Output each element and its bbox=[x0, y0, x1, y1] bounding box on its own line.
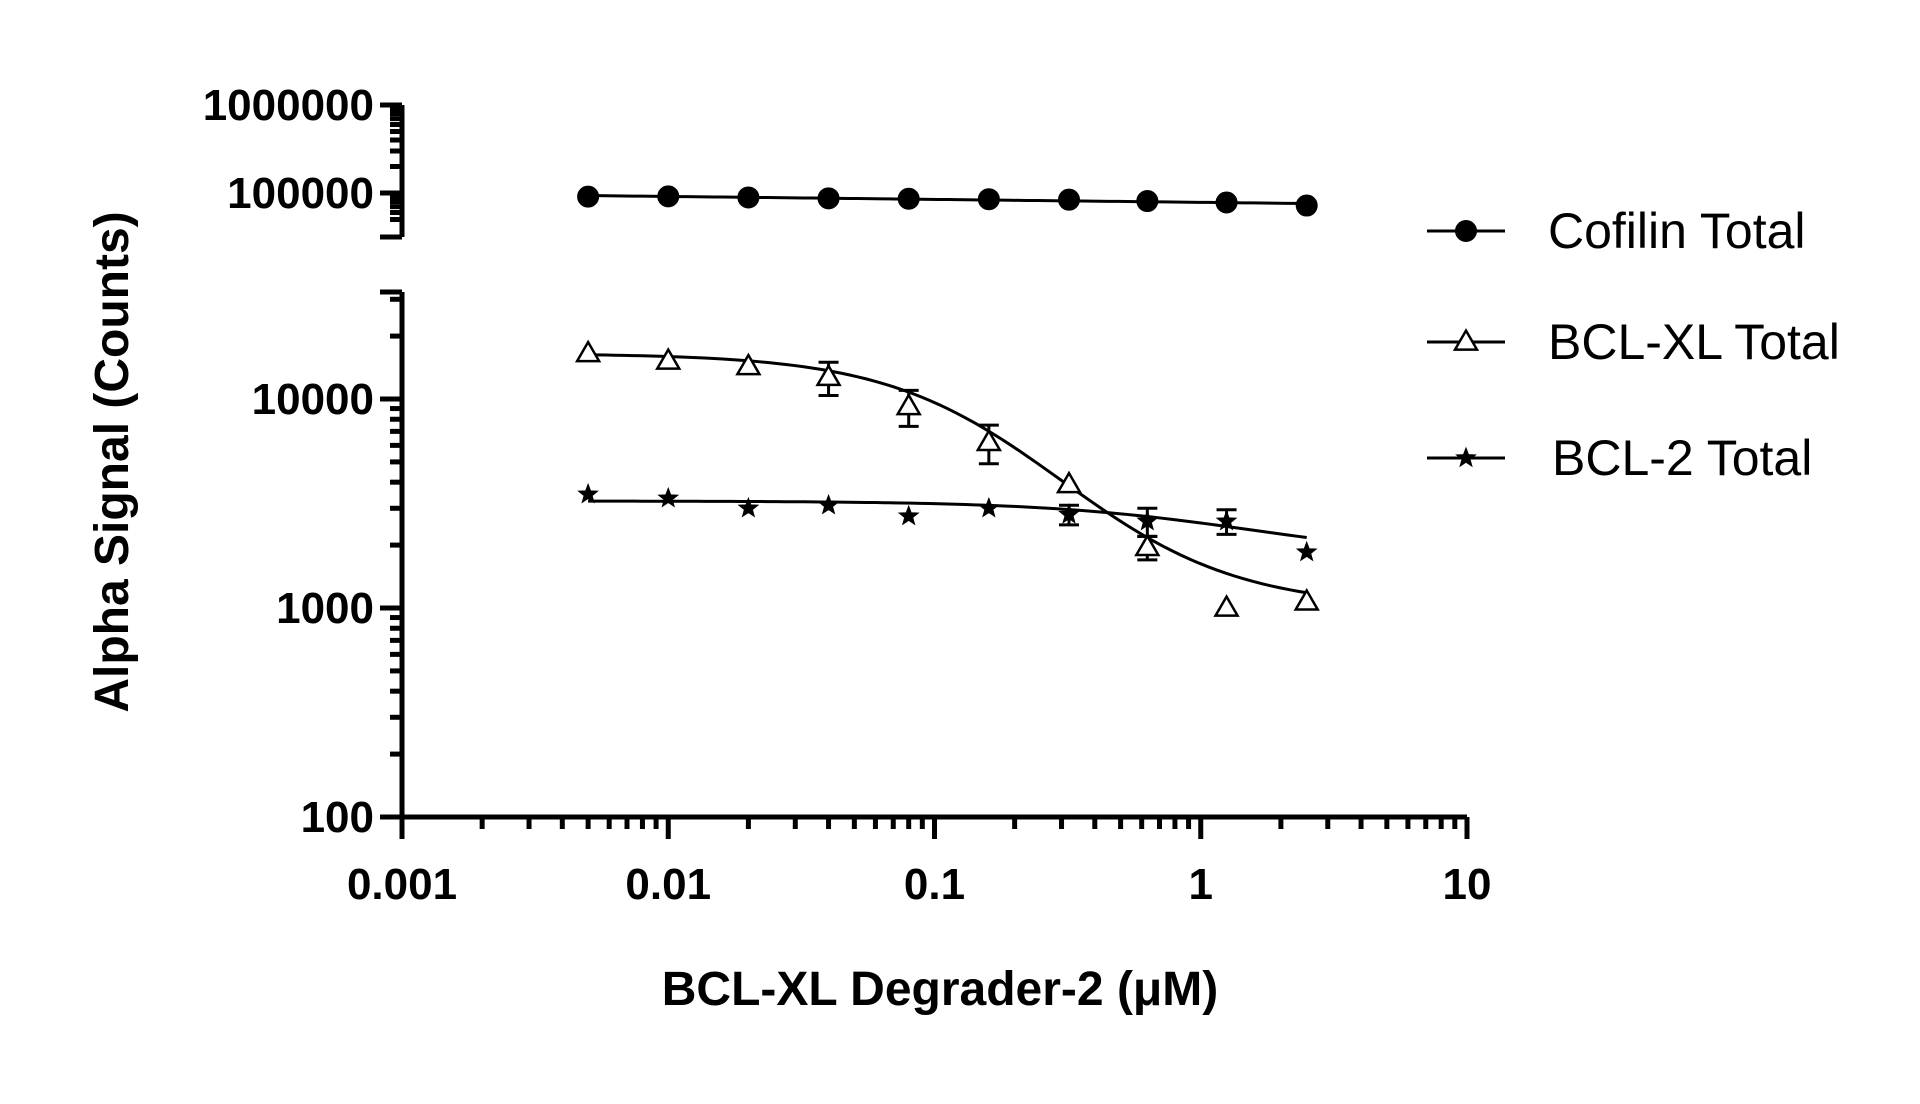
data-point bbox=[735, 352, 762, 376]
fit-curve-2 bbox=[588, 353, 1307, 595]
data-point bbox=[977, 496, 1000, 518]
fit-curve-1 bbox=[588, 194, 1307, 206]
data-point bbox=[1136, 509, 1159, 531]
data-point bbox=[1136, 190, 1159, 213]
data-point bbox=[577, 185, 600, 208]
data-point bbox=[895, 392, 922, 416]
data-point bbox=[1215, 509, 1238, 531]
data-point bbox=[817, 187, 840, 210]
data-point bbox=[574, 339, 602, 363]
data-point bbox=[1293, 587, 1320, 611]
legend-label: Cofilin Total bbox=[1548, 203, 1806, 259]
data-point bbox=[1295, 194, 1318, 217]
y-tick-label: 10000 bbox=[252, 375, 374, 424]
data-point bbox=[657, 486, 680, 508]
data-point bbox=[897, 187, 920, 210]
data-point bbox=[657, 185, 680, 208]
data-point bbox=[1213, 594, 1240, 617]
legend-label: BCL-2 Total bbox=[1552, 430, 1812, 486]
data-points bbox=[574, 185, 1320, 617]
legend-marker bbox=[1452, 328, 1480, 351]
data-point bbox=[577, 482, 599, 504]
x-tick-label: 0.1 bbox=[904, 860, 965, 909]
data-point bbox=[897, 504, 920, 526]
y-axis-title: Alpha Signal (Counts) bbox=[86, 211, 139, 712]
data-point bbox=[1215, 191, 1238, 214]
y-tick-label: 1000 bbox=[276, 584, 374, 633]
error-bars bbox=[818, 360, 1237, 562]
data-point bbox=[655, 347, 682, 370]
x-tick-label: 0.001 bbox=[347, 860, 457, 909]
legend: Cofilin Total BCL-XL Total BCL-2 Total bbox=[1427, 203, 1840, 486]
fit-curves bbox=[588, 194, 1307, 595]
axes: 100 1000 10000 100000 1000000 0.001 0.01 0.1 1 10 bbox=[203, 81, 1492, 909]
legend-marker bbox=[1455, 220, 1477, 242]
data-point bbox=[815, 363, 842, 387]
y-tick-label: 1000000 bbox=[203, 81, 374, 130]
data-point bbox=[1055, 470, 1083, 494]
data-point bbox=[977, 188, 1000, 211]
data-point bbox=[1295, 540, 1318, 562]
x-tick-label: 10 bbox=[1443, 860, 1492, 909]
data-point bbox=[817, 493, 840, 515]
x-tick-label: 0.01 bbox=[625, 860, 711, 909]
y-tick-label: 100 bbox=[301, 793, 374, 842]
data-point bbox=[737, 496, 760, 518]
data-point bbox=[1057, 188, 1080, 211]
x-axis-title: BCL-XL Degrader-2 (μM) bbox=[662, 963, 1219, 1016]
data-point bbox=[1058, 503, 1080, 524]
data-point bbox=[1134, 533, 1161, 557]
fit-curve-3 bbox=[588, 499, 1307, 539]
legend-marker bbox=[1455, 446, 1477, 468]
data-point bbox=[975, 428, 1003, 452]
x-tick-label: 1 bbox=[1189, 860, 1213, 909]
y-tick-label: 100000 bbox=[227, 169, 374, 218]
data-point bbox=[737, 186, 760, 209]
legend-label: BCL-XL Total bbox=[1548, 314, 1840, 370]
